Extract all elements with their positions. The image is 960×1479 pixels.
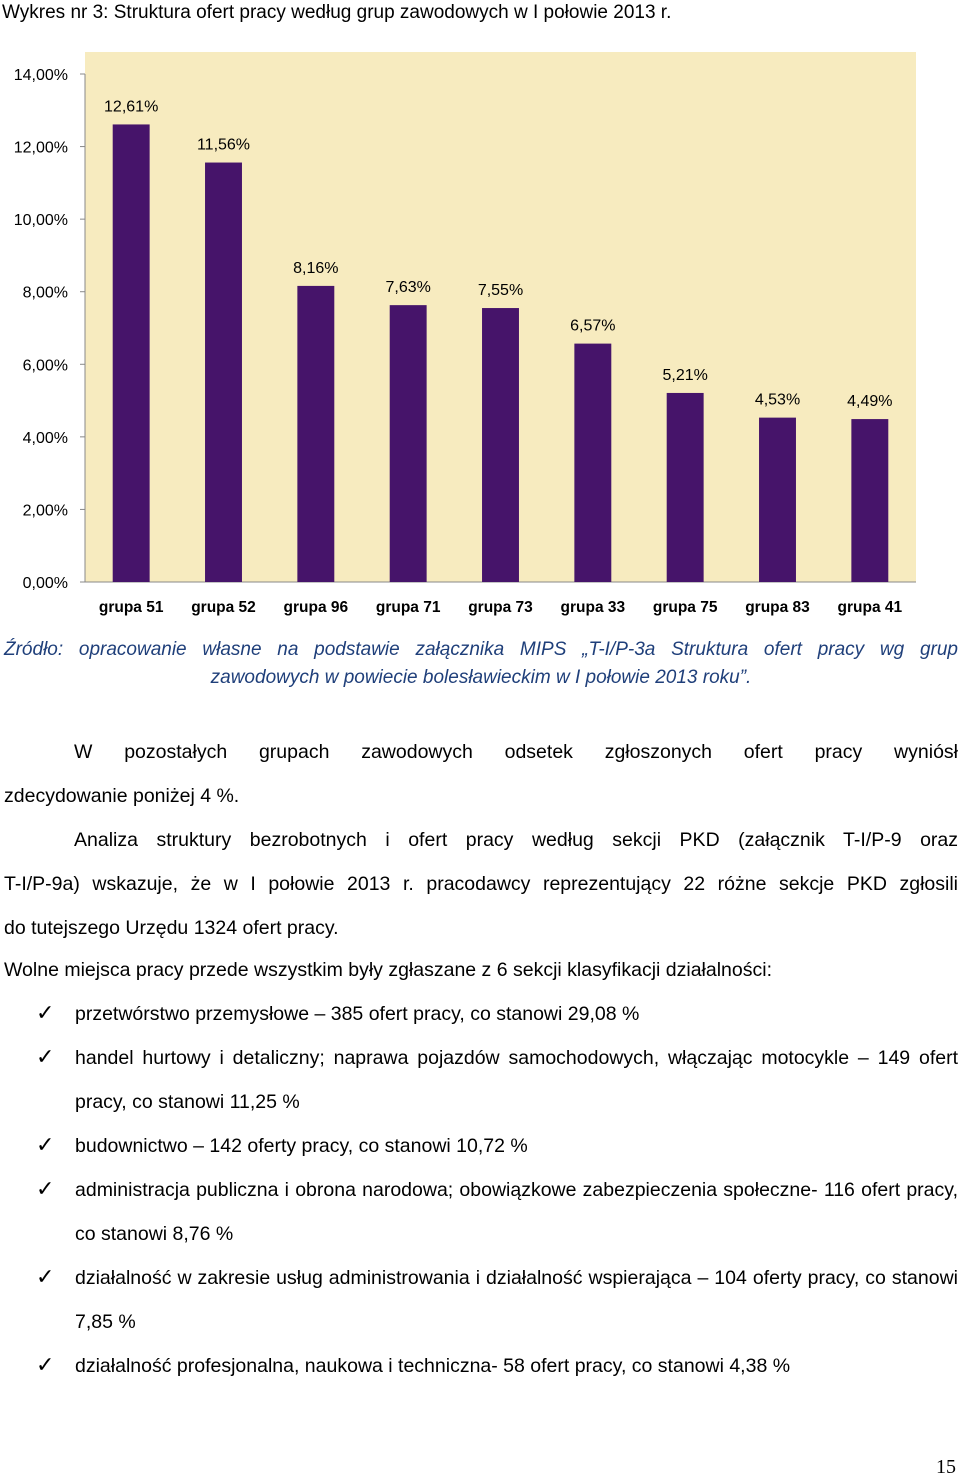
- paragraph-3: Wolne miejsca pracy przede wszystkim był…: [4, 959, 772, 981]
- y-tick-label: 8,00%: [23, 285, 68, 302]
- bar-value-label: 11,56%: [197, 137, 250, 154]
- paragraph-1: W pozostałych grupach zawodowych odsetek…: [4, 730, 958, 818]
- paragraph-1-first-line: W pozostałych grupach zawodowych odsetek…: [74, 741, 958, 763]
- x-tick-label: grupa 33: [561, 599, 626, 616]
- check-icon: ✓: [36, 1177, 55, 1202]
- list-item: ✓ działalność w zakresie usług administro…: [4, 1256, 958, 1344]
- list-item-text: administracja publiczna i obrona narodow…: [75, 1179, 958, 1245]
- list-item: ✓ działalność profesjonalna, naukowa i te…: [4, 1344, 958, 1388]
- x-tick-label: grupa 52: [191, 599, 256, 616]
- check-icon: ✓: [36, 1045, 55, 1070]
- bar-value-label: 6,57%: [570, 318, 615, 335]
- sections-list: ✓ przetwórstwo przemysłowe – 385 ofert pr…: [4, 992, 958, 1388]
- bar-value-label: 4,53%: [755, 392, 800, 409]
- x-tick-label: grupa 96: [284, 599, 349, 616]
- bar-value-label: 7,55%: [478, 282, 523, 299]
- list-item-text: handel hurtowy i detaliczny; naprawa poj…: [75, 1047, 958, 1113]
- y-tick-label: 0,00%: [23, 575, 68, 592]
- list-item-text: działalność w zakresie usług administrow…: [75, 1267, 958, 1333]
- source-line-1: Źródło: opracowanie własne na podstawie …: [4, 639, 958, 660]
- bar: [112, 124, 150, 583]
- bar: [482, 308, 519, 582]
- paragraph-2-line-3: do tutejszego Urzędu 1324 ofert pracy.: [4, 917, 339, 939]
- paragraph-1-rest: zdecydowanie poniżej 4 %.: [4, 785, 240, 807]
- bar-value-label: 4,49%: [847, 393, 892, 410]
- list-item: ✓ handel hurtowy i detaliczny; naprawa po…: [4, 1036, 958, 1124]
- bar: [574, 343, 612, 582]
- x-tick-label: grupa 41: [838, 599, 903, 616]
- y-tick-label: 12,00%: [14, 140, 68, 157]
- y-tick-label: 6,00%: [23, 357, 68, 374]
- y-tick-label: 4,00%: [23, 430, 68, 447]
- source-note: Źródło: opracowanie własne na podstawie …: [4, 636, 958, 692]
- x-tick-label: grupa 71: [376, 599, 441, 616]
- list-item-text: przetwórstwo przemysłowe – 385 ofert pra…: [75, 1003, 640, 1025]
- bar: [297, 285, 335, 582]
- bar: [389, 305, 427, 582]
- page-number: 15: [936, 1456, 956, 1478]
- bar: [851, 419, 889, 582]
- check-icon: ✓: [36, 1353, 55, 1378]
- x-tick-label: grupa 75: [653, 599, 718, 616]
- bar-value-label: 5,21%: [662, 367, 707, 384]
- y-tick-label: 14,00%: [14, 67, 68, 84]
- list-item: ✓ przetwórstwo przemysłowe – 385 ofert pr…: [4, 992, 958, 1036]
- y-tick-label: 10,00%: [14, 212, 68, 229]
- list-item-text: budownictwo – 142 oferty pracy, co stano…: [75, 1135, 528, 1157]
- bar-value-label: 7,63%: [385, 279, 430, 296]
- x-tick-label: grupa 73: [468, 599, 533, 616]
- paragraph-2: Analiza struktury bezrobotnych i ofert p…: [4, 818, 958, 950]
- chart-title: Wykres nr 3: Struktura ofert pracy wedłu…: [2, 2, 672, 23]
- bar: [759, 417, 796, 582]
- bar: [666, 392, 704, 582]
- y-tick-label: 2,00%: [23, 502, 68, 519]
- source-line-2: zawodowych w powiecie bolesławieckim w I…: [210, 667, 752, 688]
- list-item: ✓ budownictwo – 142 oferty pracy, co stan…: [4, 1124, 958, 1168]
- check-icon: ✓: [36, 1265, 55, 1290]
- check-icon: ✓: [36, 1133, 55, 1158]
- list-item-text: działalność profesjonalna, naukowa i tec…: [75, 1355, 791, 1377]
- bar: [205, 162, 242, 582]
- list-item: ✓ administracja publiczna i obrona narodo…: [4, 1168, 958, 1256]
- bar-chart: 0,00% 2,00% 4,00% 6,00% 8,00% 10,00% 12,00% 14,…: [14, 52, 916, 616]
- x-tick-label: grupa 83: [745, 599, 810, 616]
- bar-value-label: 12,61%: [104, 98, 158, 115]
- check-icon: ✓: [36, 1001, 55, 1026]
- paragraph-2-line-2: T-I/P-9a) wskazuje, że w I połowie 2013 …: [4, 873, 958, 895]
- paragraph-2-line-1: Analiza struktury bezrobotnych i ofert p…: [74, 829, 958, 851]
- bar-value-label: 8,16%: [293, 260, 338, 277]
- x-tick-label: grupa 51: [99, 599, 164, 616]
